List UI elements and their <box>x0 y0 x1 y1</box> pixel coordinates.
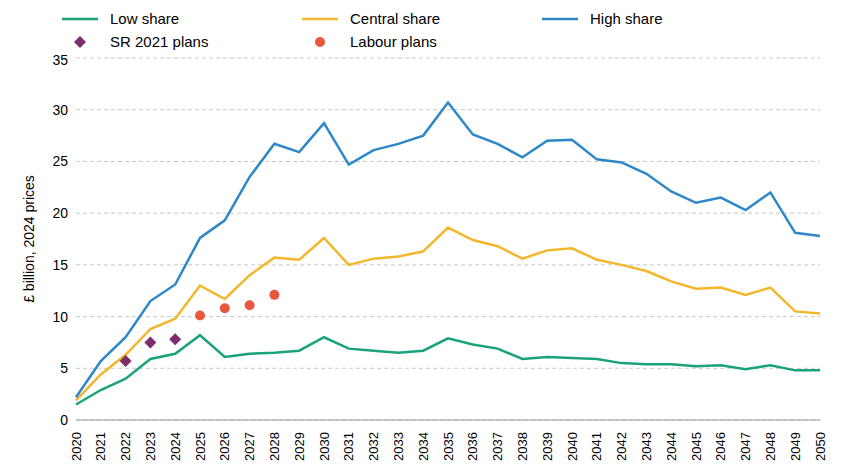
svg-text:2038: 2038 <box>515 432 530 461</box>
svg-text:2021: 2021 <box>93 432 108 461</box>
svg-text:2042: 2042 <box>614 432 629 461</box>
svg-text:5: 5 <box>60 360 68 376</box>
svg-text:2047: 2047 <box>738 432 753 461</box>
svg-text:2040: 2040 <box>565 432 580 461</box>
svg-text:2034: 2034 <box>416 432 431 461</box>
svg-text:2039: 2039 <box>540 432 555 461</box>
svg-text:25: 25 <box>52 153 68 169</box>
svg-text:2037: 2037 <box>490 432 505 461</box>
svg-text:2048: 2048 <box>763 432 778 461</box>
svg-text:10: 10 <box>52 309 68 325</box>
svg-text:2032: 2032 <box>366 432 381 461</box>
svg-text:2023: 2023 <box>143 432 158 461</box>
svg-text:2020: 2020 <box>69 432 84 461</box>
svg-text:2024: 2024 <box>168 432 183 461</box>
svg-text:15: 15 <box>52 257 68 273</box>
svg-text:2041: 2041 <box>589 432 604 461</box>
svg-text:2022: 2022 <box>118 432 133 461</box>
svg-text:2031: 2031 <box>341 432 356 461</box>
svg-text:£ billion, 2024 prices: £ billion, 2024 prices <box>21 175 37 303</box>
svg-text:2029: 2029 <box>292 432 307 461</box>
svg-text:35: 35 <box>52 52 68 68</box>
html-text:High share: High share <box>590 10 663 27</box>
html-text:Central share: Central share <box>350 10 440 27</box>
svg-text:2046: 2046 <box>713 432 728 461</box>
svg-text:2026: 2026 <box>217 432 232 461</box>
svg-text:2043: 2043 <box>639 432 654 461</box>
svg-text:2049: 2049 <box>788 432 803 461</box>
svg-text:2028: 2028 <box>267 432 282 461</box>
html-text:Labour plans: Labour plans <box>350 33 437 50</box>
svg-text:2030: 2030 <box>317 432 332 461</box>
html-text:Low share: Low share <box>110 10 180 27</box>
svg-text:2050: 2050 <box>813 432 828 461</box>
svg-text:30: 30 <box>52 102 68 118</box>
svg-text:2027: 2027 <box>242 432 257 461</box>
svg-text:2033: 2033 <box>391 432 406 461</box>
svg-text:2025: 2025 <box>193 432 208 461</box>
svg-text:20: 20 <box>52 205 68 221</box>
svg-text:2036: 2036 <box>465 432 480 461</box>
svg-text:2035: 2035 <box>441 432 456 461</box>
svg-text:2045: 2045 <box>689 432 704 461</box>
svg-text:2044: 2044 <box>664 432 679 461</box>
svg-text:0: 0 <box>60 412 68 428</box>
html-text:SR 2021 plans: SR 2021 plans <box>110 33 209 50</box>
